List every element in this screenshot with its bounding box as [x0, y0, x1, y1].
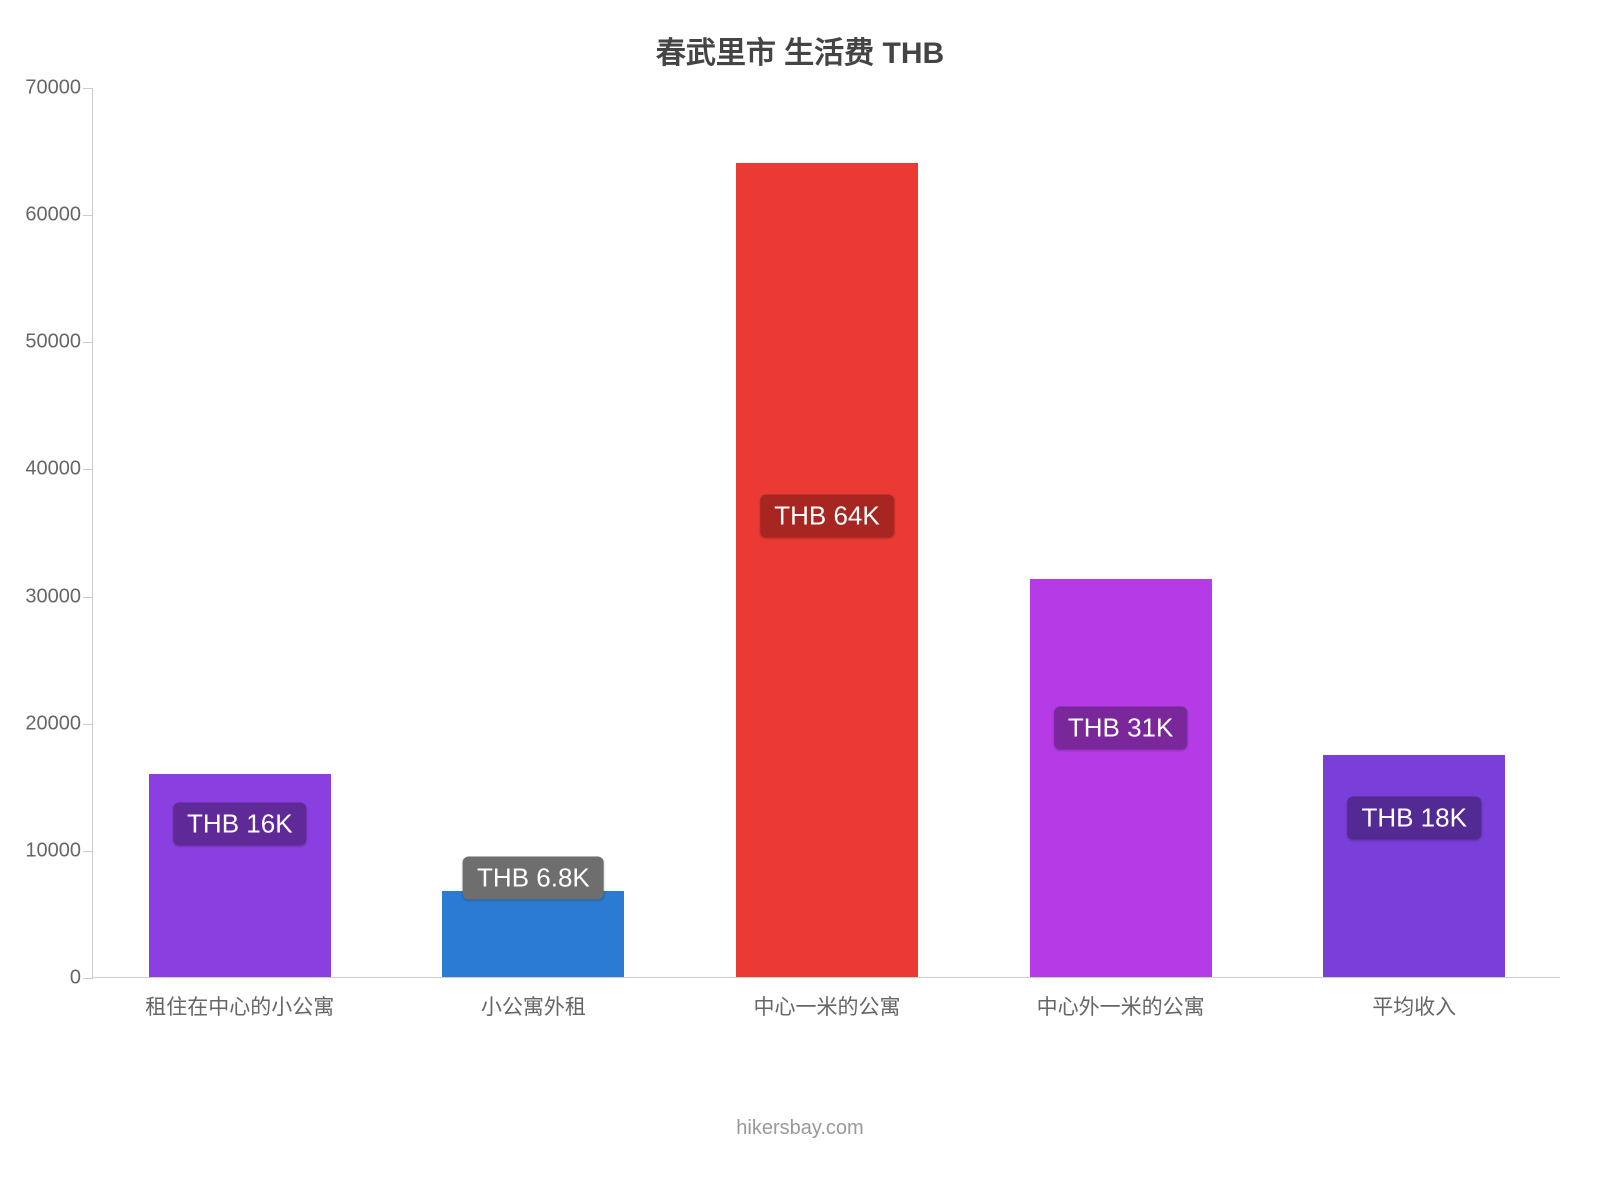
y-tick — [83, 88, 93, 89]
y-tick-label: 60000 — [3, 204, 81, 227]
bar — [1030, 579, 1212, 977]
y-tick — [83, 978, 93, 979]
bar — [1323, 755, 1505, 978]
y-tick — [83, 469, 93, 470]
y-tick — [83, 597, 93, 598]
y-tick — [83, 851, 93, 852]
x-tick-label: 租住在中心的小公寓 — [145, 977, 334, 1021]
y-tick-label: 70000 — [3, 77, 81, 100]
chart-container: 春武里市 生活费 THB 010000200003000040000500006… — [0, 0, 1600, 1200]
y-tick-label: 30000 — [3, 585, 81, 608]
chart-caption: hikersbay.com — [0, 1117, 1600, 1140]
y-tick — [83, 724, 93, 725]
y-tick — [83, 215, 93, 216]
x-tick-label: 中心外一米的公寓 — [1037, 977, 1205, 1021]
x-tick-label: 中心一米的公寓 — [754, 977, 901, 1021]
data-label: THB 16K — [173, 803, 307, 846]
plot-area: 010000200003000040000500006000070000租住在中… — [92, 88, 1560, 978]
y-tick-label: 50000 — [3, 331, 81, 354]
y-tick — [83, 342, 93, 343]
data-label: THB 64K — [760, 495, 894, 538]
data-label: THB 18K — [1347, 796, 1481, 839]
x-tick-label: 小公寓外租 — [481, 977, 586, 1021]
y-tick-label: 20000 — [3, 712, 81, 735]
bar — [442, 891, 624, 977]
bar — [736, 163, 918, 977]
data-label: THB 31K — [1054, 706, 1188, 749]
y-tick-label: 10000 — [3, 839, 81, 862]
y-tick-label: 0 — [3, 967, 81, 990]
data-label: THB 6.8K — [463, 856, 604, 899]
x-tick-label: 平均收入 — [1372, 977, 1456, 1021]
chart-title: 春武里市 生活费 THB — [0, 28, 1600, 72]
y-tick-label: 40000 — [3, 458, 81, 481]
